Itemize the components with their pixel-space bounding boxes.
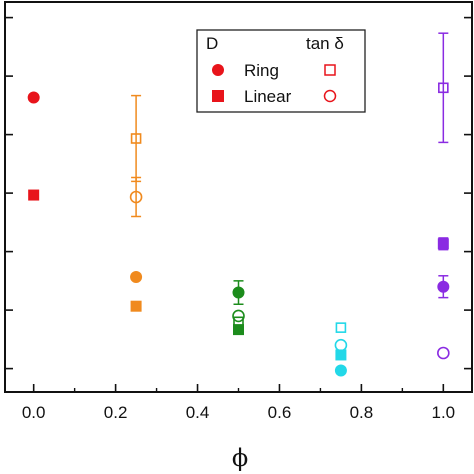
- legend-label-linear: Linear: [244, 87, 292, 106]
- legend-header-d: D: [206, 34, 218, 53]
- data-point-d-linear: [233, 324, 244, 336]
- legend: D tan δ Ring Linear: [196, 29, 366, 113]
- axes: [4, 1, 473, 393]
- data-point-tan-delta-ring: [335, 322, 347, 333]
- data-point-d-linear: [335, 349, 347, 361]
- x-tick-labels: 0.0 0.2 0.4 0.6 0.8 1.0: [22, 403, 455, 422]
- legend-marker-d-ring: [212, 64, 224, 76]
- x-tick-label: 1.0: [432, 403, 456, 422]
- data-point-d-ring: [130, 270, 143, 283]
- data-point-d-ring: [334, 364, 347, 377]
- data-point-tan-delta-linear: [232, 309, 245, 323]
- x-tick-label: 0.6: [268, 403, 292, 422]
- data-point-d-linear: [130, 300, 142, 312]
- data-point-tan-delta-ring: [130, 133, 142, 144]
- data-point-d-ring: [232, 286, 245, 299]
- x-tick-label: 0.8: [350, 403, 374, 422]
- data-marks: [27, 32, 450, 377]
- legend-box: [196, 29, 366, 113]
- data-point-d-linear: [437, 238, 449, 250]
- legend-marker-d-linear: [212, 90, 224, 102]
- legend-label-ring: Ring: [244, 61, 279, 80]
- data-point-tan-delta-linear: [334, 338, 348, 352]
- legend-marker-tan-delta-linear: [323, 89, 337, 103]
- data-point-d-ring: [27, 91, 40, 104]
- x-axis-label: ϕ: [232, 444, 248, 472]
- data-point-tan-delta-linear: [129, 190, 143, 204]
- data-point-d-ring: [437, 280, 450, 293]
- x-tick-label: 0.4: [186, 403, 210, 422]
- data-point-tan-delta-linear: [437, 346, 450, 360]
- x-tick-label: 0.0: [22, 403, 46, 422]
- data-point-tan-delta-ring: [438, 82, 449, 94]
- legend-header-tan-delta: tan δ: [306, 34, 344, 53]
- legend-marker-tan-delta-ring: [324, 64, 336, 76]
- data-point-tan-delta-ring: [233, 316, 244, 328]
- data-point-d-linear: [28, 189, 40, 201]
- x-tick-label: 0.2: [104, 403, 128, 422]
